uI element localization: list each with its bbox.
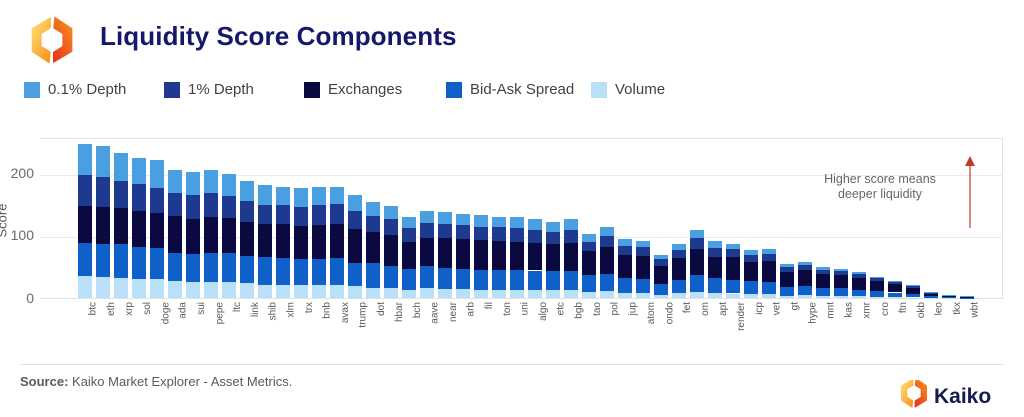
svg-text:Kaiko: Kaiko	[934, 385, 991, 408]
